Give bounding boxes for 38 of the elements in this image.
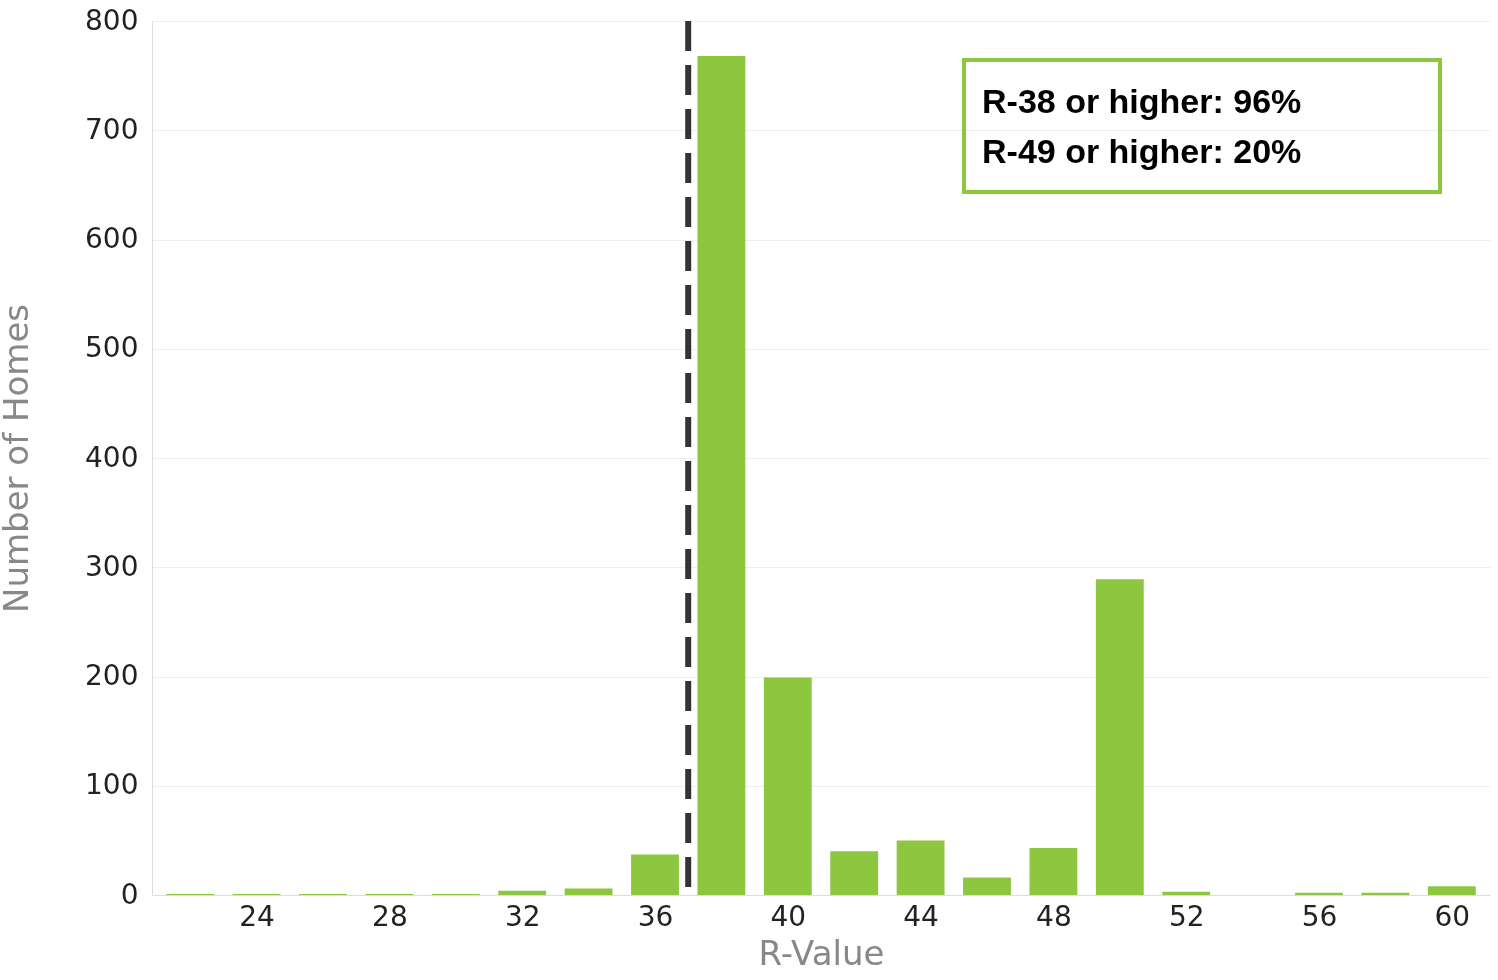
y-tick-label: 300 [85, 549, 139, 583]
bar [896, 840, 945, 895]
annotation: R-49 or higher: 20% [982, 131, 1303, 172]
bar [963, 877, 1011, 895]
x-tick-label: 60 [1434, 899, 1471, 933]
y-tick-label: 600 [85, 222, 139, 255]
note-box: R-38 or higher: 96% R-49 or higher: 20% [962, 58, 1442, 194]
x-tick-label: 44 [903, 899, 939, 933]
x-tick-label: 52 [1168, 899, 1205, 933]
bar [697, 55, 746, 895]
bar [631, 854, 679, 895]
y-tick-label: 500 [85, 331, 139, 365]
x-tick-label: 56 [1301, 899, 1338, 933]
bar [564, 888, 613, 895]
bar [763, 677, 812, 895]
y-tick-label: 400 [85, 440, 139, 474]
bar [1361, 892, 1410, 895]
annotation: R-38 or higher: 96% [982, 81, 1303, 122]
y-tick-label: 0 [120, 877, 139, 911]
bar [1029, 848, 1078, 895]
bar [498, 890, 547, 895]
x-tick-label: 28 [372, 899, 408, 933]
y-tick-label: 700 [85, 112, 139, 146]
bar [1095, 579, 1144, 895]
y-tick-label: 200 [85, 659, 139, 692]
bar [830, 851, 879, 895]
x-tick-label: 36 [637, 899, 674, 933]
x-tick-label: 24 [239, 899, 275, 933]
y-axis-title: Number of Homes [0, 303, 37, 614]
bar [1427, 886, 1476, 895]
x-tick-label: 48 [1036, 899, 1072, 933]
bar [1162, 891, 1211, 895]
y-tick-label: 100 [85, 768, 139, 802]
bar [1295, 892, 1343, 895]
x-tick-label: 40 [770, 899, 807, 933]
x-axis-title: R-Value [758, 932, 885, 973]
x-tick-label: 32 [504, 899, 541, 933]
y-tick-label: 800 [85, 3, 139, 37]
